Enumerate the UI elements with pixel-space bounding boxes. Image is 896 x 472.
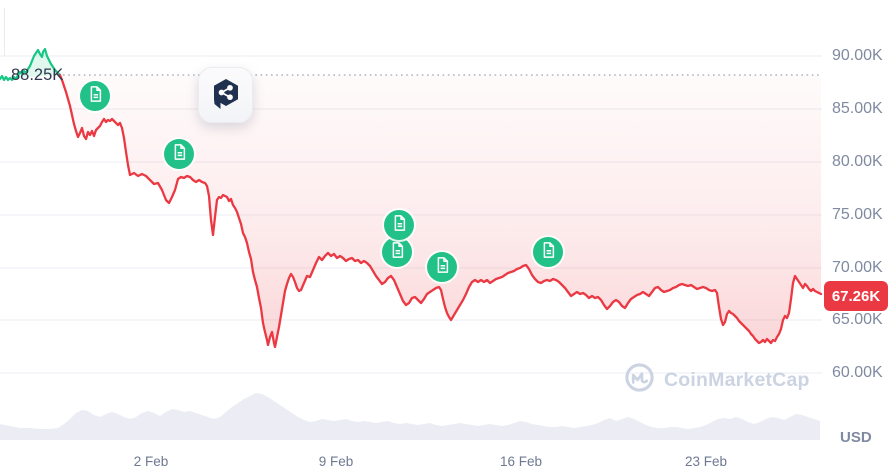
y-axis-label: 70.00K — [832, 259, 883, 276]
news-marker[interactable] — [382, 237, 412, 267]
news-marker[interactable] — [427, 252, 457, 282]
news-document-icon — [390, 241, 405, 264]
share-button[interactable] — [198, 67, 253, 123]
price-area-up — [0, 49, 60, 80]
x-axis-label: 9 Feb — [318, 454, 354, 469]
y-axis-label: 65.00K — [832, 311, 883, 328]
news-marker[interactable] — [384, 210, 414, 240]
y-axis-label: 80.00K — [832, 153, 883, 170]
news-marker[interactable] — [533, 237, 563, 267]
y-axis-label: 90.00K — [832, 47, 883, 64]
news-marker[interactable] — [164, 139, 194, 169]
news-document-icon — [172, 143, 187, 166]
news-document-icon — [88, 85, 103, 108]
baseline-price-label: 88.25K — [11, 66, 64, 84]
y-axis-label: 75.00K — [832, 206, 883, 223]
news-document-icon — [435, 256, 450, 279]
share-chat-hexagon-icon — [211, 78, 241, 113]
y-axis-unit-label: USD — [840, 429, 872, 446]
price-line-down — [58, 73, 823, 349]
x-axis-label: 23 Feb — [684, 454, 728, 469]
x-axis-label: 16 Feb — [499, 454, 543, 469]
x-axis-label: 2 Feb — [133, 454, 169, 469]
y-axis-label: 85.00K — [832, 100, 883, 117]
news-marker[interactable] — [80, 81, 110, 111]
price-area-down — [60, 75, 821, 347]
y-axis-label: 60.00K — [832, 364, 883, 381]
price-line-up — [0, 47, 62, 82]
current-price-badge: 67.26K — [824, 281, 888, 311]
news-document-icon — [541, 241, 556, 264]
news-document-icon — [392, 214, 407, 237]
volume-area — [0, 393, 820, 440]
